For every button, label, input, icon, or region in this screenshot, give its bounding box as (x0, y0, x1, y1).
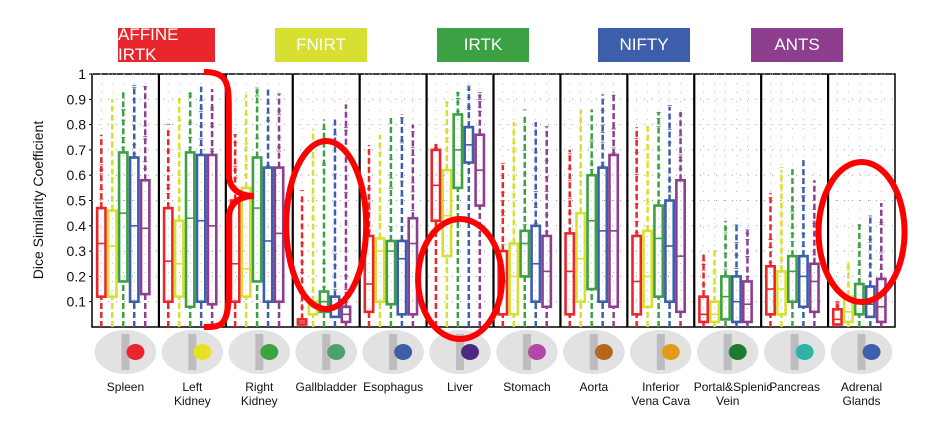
spine-thumbnail (857, 334, 866, 370)
box-2-10 (786, 254, 798, 304)
box-1-2 (240, 186, 252, 298)
box-3-8 (664, 199, 676, 303)
organ-thumbnail (126, 344, 145, 360)
organ-thumbnail (661, 344, 680, 360)
organ-thumbnail (862, 344, 881, 360)
spine-thumbnail (188, 334, 197, 370)
box-2-5 (452, 113, 464, 190)
x-category-label: Stomach (503, 380, 551, 394)
y-tick-label-3: 0.3 (67, 243, 87, 259)
x-category-label: Inferior Vena Cava (631, 380, 691, 408)
organ-thumbnail (394, 344, 413, 360)
box-2-0 (117, 151, 129, 283)
y-tick-label-1: 0.1 (67, 294, 87, 310)
x-category-label: Portal&Splenic Vein (693, 380, 773, 408)
box-3-2 (262, 166, 274, 303)
box-0-10 (765, 264, 776, 316)
box-1-0 (106, 209, 118, 298)
box-1-7 (575, 211, 587, 303)
box-1-5 (441, 168, 453, 258)
y-tick-label-4: 0.4 (67, 218, 87, 234)
spine-thumbnail (322, 334, 331, 370)
y-tick-label-9: 0.9 (67, 91, 87, 107)
x-category-label: Esophagus (363, 380, 424, 394)
box-1-6 (508, 242, 520, 316)
box-0-4 (363, 234, 375, 314)
box-1-8 (642, 229, 654, 309)
box-1-1 (173, 219, 185, 298)
box-4-0 (139, 178, 151, 296)
x-category-label: Gallbladder (295, 380, 357, 394)
x-category-label: Liver (447, 380, 474, 394)
box-0-11 (831, 307, 843, 326)
box-3-1 (195, 153, 207, 304)
box-3-0 (128, 156, 140, 304)
annotation-ellipse (415, 216, 506, 342)
box-3-10 (797, 254, 809, 309)
spine-thumbnail (589, 334, 598, 370)
legend-entry-affine-irtk: AFFINE IRTK (118, 25, 215, 64)
box-3-9 (731, 275, 742, 324)
x-category-label: Spleen (106, 380, 145, 394)
box-2-8 (653, 204, 665, 298)
box-4-1 (206, 153, 218, 306)
spine-thumbnail (121, 334, 130, 370)
spine-thumbnail (723, 334, 732, 370)
organ-thumbnail (527, 344, 546, 360)
y-tick-label-2: 0.2 (67, 268, 87, 284)
box-1-9 (709, 300, 721, 324)
box-3-7 (597, 166, 609, 303)
box-0-8 (631, 234, 643, 316)
spine-thumbnail (255, 334, 264, 370)
box-2-6 (519, 229, 531, 278)
box-1-10 (775, 270, 787, 316)
y-tick-label-6: 0.6 (67, 167, 87, 183)
organ-thumbnail (795, 344, 814, 360)
box-2-1 (184, 151, 196, 309)
organ-thumbnail (728, 344, 747, 360)
legend-entry-nifty: NIFTY (598, 28, 690, 62)
y-tick-label-5: 0.5 (67, 193, 87, 209)
organ-thumbnail (461, 344, 480, 360)
box-0-0 (95, 206, 107, 298)
y-tick-label-8: 0.8 (67, 117, 87, 133)
box-3-4 (396, 239, 408, 316)
y-tick-label-7: 0.7 (67, 142, 87, 158)
box-2-4 (385, 239, 397, 306)
box-4-9 (741, 280, 753, 324)
legend-entry-fnirt: FNIRT (275, 28, 367, 62)
spine-thumbnail (389, 334, 398, 370)
box-4-8 (675, 178, 687, 314)
box-2-9 (720, 275, 731, 321)
x-category-label: Left Kidney (174, 380, 211, 408)
x-category-label: Right Kidney (240, 380, 278, 408)
spine-thumbnail (456, 334, 465, 370)
organ-thumbnail (594, 344, 613, 360)
box-0-1 (162, 206, 174, 303)
organ-thumbnail (327, 344, 346, 360)
annotation-ellipse (815, 159, 908, 305)
legend-entry-ants: ANTS (751, 28, 843, 62)
box-2-2 (251, 156, 263, 283)
box-0-7 (564, 232, 576, 316)
x-category-label: Aorta (579, 380, 609, 394)
x-category-label: Pancreas (769, 380, 820, 394)
organ-thumbnail (193, 344, 212, 360)
x-category-label: Adrenal Glands (840, 380, 883, 408)
spine-thumbnail (522, 334, 531, 370)
box-0-9 (698, 295, 710, 324)
annotation-ellipse (283, 138, 370, 312)
box-2-7 (586, 173, 598, 291)
spine-thumbnail (656, 334, 665, 370)
legend-entry-irtk: IRTK (437, 28, 529, 62)
y-axis-label: Dice Similarity Coefficient (30, 120, 46, 280)
y-tick-label-10: 1 (78, 66, 86, 82)
organ-thumbnail (260, 344, 279, 360)
annotation-brace (203, 69, 254, 330)
box-0-6 (497, 249, 509, 316)
box-4-2 (273, 166, 285, 303)
spine-thumbnail (790, 334, 799, 370)
